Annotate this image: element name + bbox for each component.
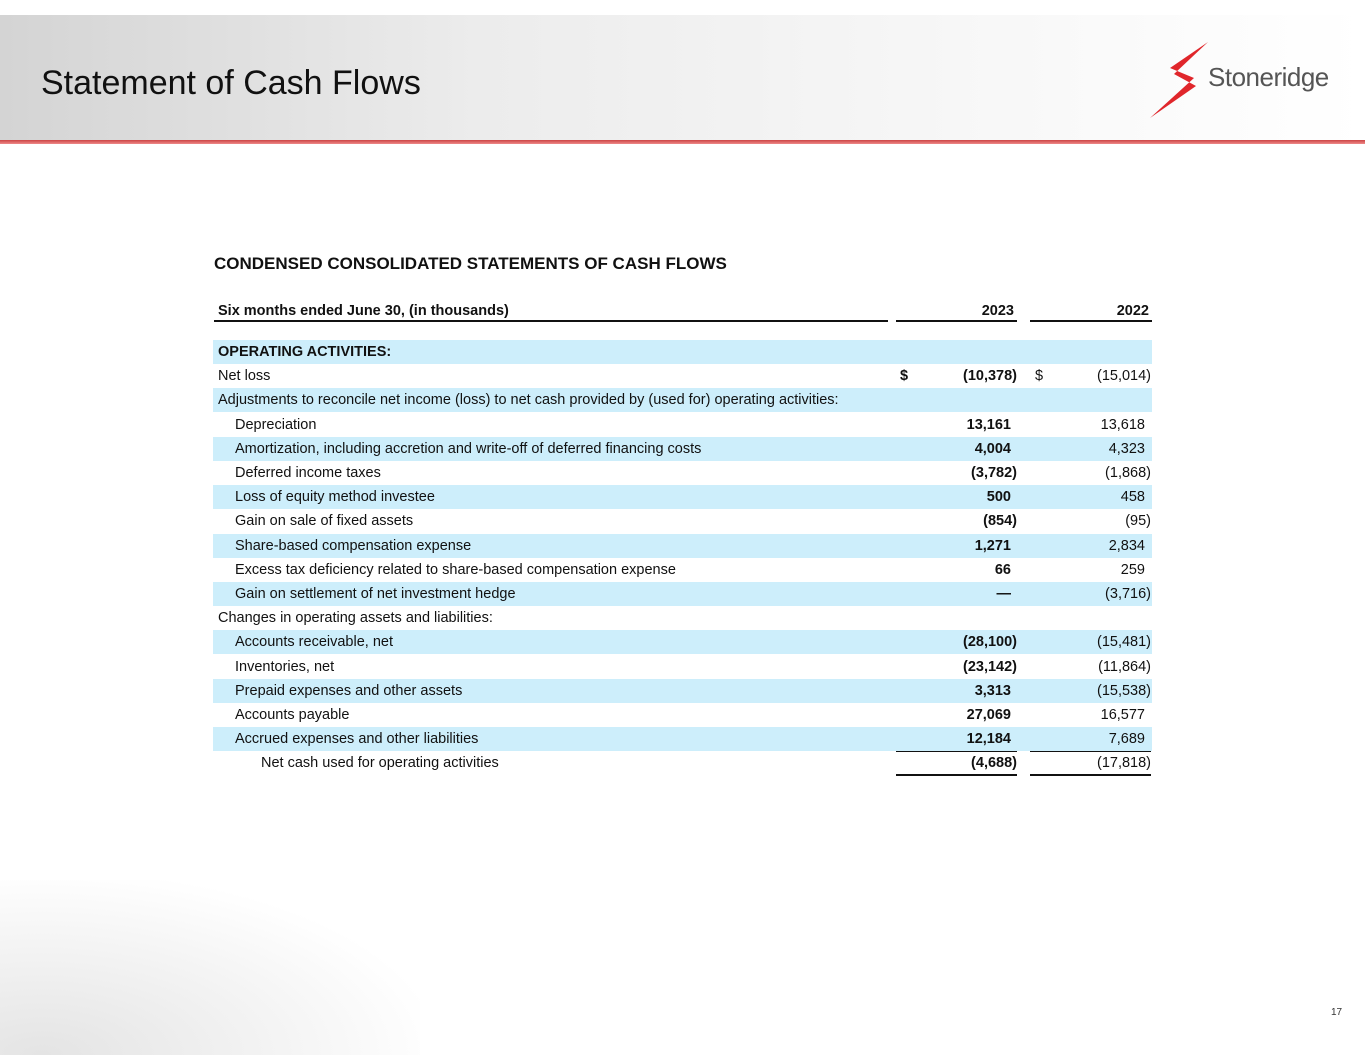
cell-value: (23,142): [962, 658, 1017, 675]
row-label: Changes in operating assets and liabilit…: [218, 610, 493, 627]
row-label: Excess tax deficiency related to share-b…: [235, 561, 676, 578]
cell-value: 13,161: [966, 416, 1011, 433]
cell-value: (4,688): [896, 751, 1017, 777]
cell-value: (1,868): [1105, 465, 1151, 481]
cell-value: 2,834: [1108, 537, 1145, 554]
row-label: Net loss: [218, 368, 271, 385]
table-row: [213, 485, 1152, 510]
cell-value: (10,378): [962, 368, 1017, 385]
cell-value: (3,716): [1105, 586, 1151, 602]
table-row: [213, 388, 1152, 413]
row-label: Net cash used for operating activities: [261, 755, 499, 772]
slide-title: Statement of Cash Flows: [41, 64, 421, 102]
banner: [0, 15, 1365, 141]
row-label: Loss of equity method investee: [235, 489, 435, 506]
currency: $: [900, 368, 909, 385]
column-header: 2023: [896, 300, 1017, 322]
cell-value: 27,069: [966, 707, 1011, 723]
decoration: [0, 880, 420, 1055]
logo-shape: [1150, 42, 1208, 118]
cell-value: —: [996, 586, 1012, 602]
table-row: [213, 340, 1152, 364]
row-label: Accounts receivable, net: [235, 634, 393, 651]
cell-value: 259: [1120, 561, 1145, 578]
cell-value: 7,689: [1108, 731, 1145, 748]
cell-value: (15,014): [1096, 368, 1151, 385]
column-header: 2022: [1030, 300, 1152, 322]
divider: [0, 140, 1365, 144]
row-label: Accrued expenses and other liabilities: [235, 731, 479, 748]
table-row: [213, 582, 1152, 606]
row-label: Gain on settlement of net investment hed…: [235, 586, 516, 602]
currency: $: [1035, 368, 1044, 385]
table-row: [213, 630, 1152, 655]
cell-value: 12,184: [966, 731, 1011, 748]
row-label: Inventories, net: [235, 658, 335, 675]
cell-value: (17,818): [1030, 751, 1151, 777]
cell-value: 66: [994, 561, 1011, 578]
cell-value: 16,577: [1100, 707, 1145, 723]
column-header: Six months ended June 30, (in thousands): [214, 300, 888, 322]
cell-value: 4,004: [974, 440, 1011, 457]
row-label: Depreciation: [235, 416, 317, 433]
table-row: [213, 533, 1152, 558]
table-row: [213, 436, 1152, 461]
row-label: Accounts payable: [235, 707, 350, 723]
cell-value: 1,271: [974, 537, 1011, 554]
cell-value: (854): [983, 513, 1017, 530]
row-label: Deferred income taxes: [235, 465, 381, 481]
cell-value: (15,481): [1096, 634, 1151, 651]
table-row: [213, 678, 1152, 703]
cell-value: (11,864): [1098, 658, 1151, 675]
row-label: OPERATING ACTIVITIES:: [218, 344, 392, 360]
table-title: CONDENSED CONSOLIDATED STATEMENTS OF CAS…: [214, 254, 727, 273]
row-label: Gain on sale of fixed assets: [235, 513, 414, 530]
cell-value: (28,100): [962, 634, 1017, 651]
row-label: Amortization, including accretion and wr…: [235, 440, 702, 457]
row-label: Adjustments to reconcile net income (los…: [218, 392, 839, 409]
cell-value: (3,782): [971, 465, 1017, 481]
row-label: Prepaid expenses and other assets: [235, 682, 463, 699]
cell-value: 458: [1120, 489, 1145, 506]
cell-value: 3,313: [974, 682, 1011, 699]
cell-value: 4,323: [1108, 440, 1145, 457]
page-number: 17: [1331, 1007, 1343, 1018]
row-label: Share-based compensation expense: [235, 537, 472, 554]
cell-value: (15,538): [1096, 682, 1151, 699]
table-row: [213, 727, 1152, 752]
cell-value: 500: [986, 489, 1011, 506]
cell-value: (95): [1125, 513, 1151, 530]
cell-value: 13,618: [1100, 416, 1145, 433]
logo: Stoneridge: [1208, 62, 1329, 92]
